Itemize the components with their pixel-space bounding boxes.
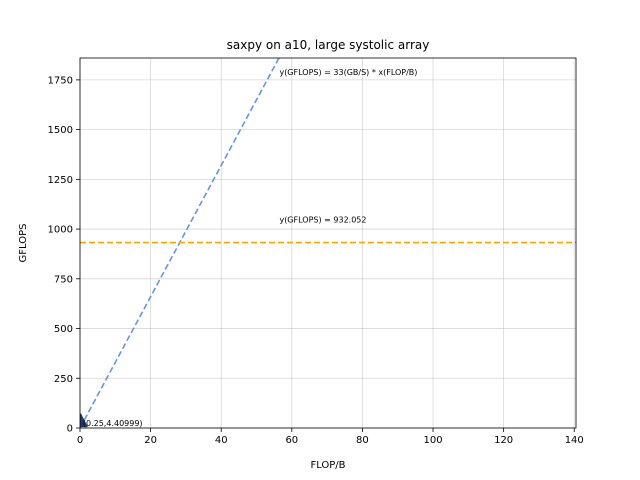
kernel-point-marker [80,413,88,428]
x-tick-label: 100 [423,435,442,446]
annotation-label: y(GFLOPS) = 33(GB/S) * x(FLOP/B) [279,68,417,77]
plot-area [80,58,576,428]
chart-title: saxpy on a10, large systolic array [227,38,430,52]
annotation-label: y(GFLOPS) = 932.052 [279,216,366,225]
y-tick-label: 1750 [48,75,73,86]
y-tick-label: 1000 [48,225,73,236]
y-tick-label: 500 [54,324,73,335]
x-tick-label: 120 [494,435,513,446]
x-tick-label: 20 [144,435,157,446]
x-tick-label: 40 [215,435,228,446]
x-tick-label: 80 [356,435,369,446]
x-tick-label: 0 [77,435,83,446]
y-tick-label: 1500 [48,125,73,136]
y-tick-label: 1250 [48,175,73,186]
annotation-label: (0.25,4.40999) [83,419,143,428]
x-tick-label: 140 [565,435,584,446]
plot-frame [79,57,577,429]
x-axis-label: FLOP/B [310,460,345,471]
x-tick-label: 60 [285,435,298,446]
axis-ticks: 0 20 40 60 80 100 120 140 0 250 500 750 1000 1250 1500… [48,75,584,446]
y-axis-label: GFLOPS [18,224,29,263]
y-tick-label: 0 [67,424,73,435]
y-tick-label: 750 [54,274,73,285]
y-tick-label: 250 [54,374,73,385]
